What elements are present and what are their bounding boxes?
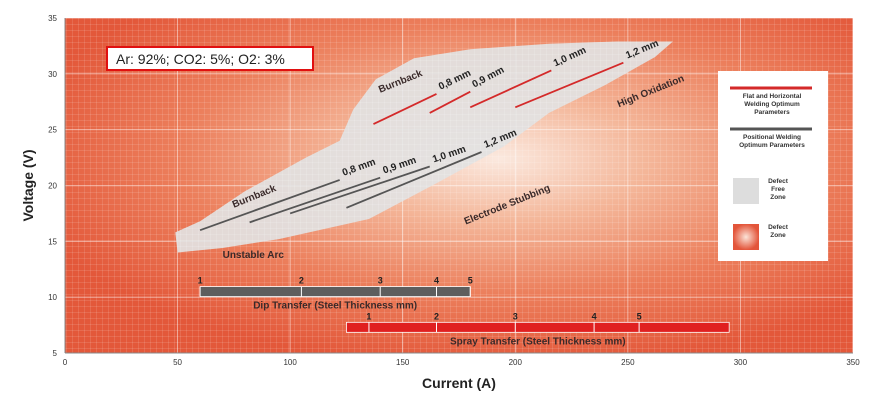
legend-label: Flat and Horizontal Welding Optimum Parame… — [743, 93, 802, 116]
thickness-label: 3 — [378, 276, 383, 286]
dip-transfer-bar: 1 2 3 4 5 Dip Transfer (Steel Thickness mm) — [198, 276, 473, 312]
thickness-label: 1 — [198, 276, 203, 286]
x-axis-title: Current (A) — [422, 375, 496, 391]
zone-label: Unstable Arc — [223, 250, 285, 261]
series-line — [469, 69, 552, 109]
series-positional: 0,8 mm 0,9 mm1,0 mm1,2 mm — [199, 127, 519, 232]
x-tick-label: 300 — [734, 358, 748, 367]
x-tick-label: 200 — [509, 358, 523, 367]
series-line — [514, 61, 624, 109]
y-tick-label: 25 — [48, 126, 57, 135]
y-tick-label: 10 — [48, 293, 57, 302]
thickness-label: 5 — [468, 276, 473, 286]
transfer-bar-label: Spray Transfer (Steel Thickness mm) — [450, 336, 626, 347]
series-line — [199, 179, 340, 232]
gas-mix-box: Ar: 92%; CO2: 5%; O2: 3% — [106, 46, 314, 71]
y-tick-label: 5 — [53, 349, 58, 358]
y-tick-label: 15 — [48, 237, 57, 246]
series-line — [249, 176, 381, 224]
spray-transfer-bar: 1 2 3 4 5 Spray Transfer (Steel Thickness mm) — [346, 311, 730, 347]
x-tick-label: 100 — [283, 358, 297, 367]
legend-label: Positional Welding Optimum Parameters — [739, 134, 805, 149]
x-tick-label: 150 — [396, 358, 410, 367]
legend-item: Defect Zone — [733, 224, 789, 250]
x-tick-label: 350 — [846, 358, 860, 367]
series-line — [429, 90, 471, 114]
legend-label: Defect Free Zone — [768, 178, 789, 201]
x-tick-label: 0 — [63, 358, 68, 367]
thickness-label: 1 — [366, 311, 371, 321]
thickness-label: 3 — [513, 311, 518, 321]
legend-item: Positional Welding Optimum Parameters — [730, 127, 812, 149]
legend: Flat and Horizontal Welding Optimum Parame… — [718, 71, 828, 261]
thickness-label: 2 — [434, 311, 439, 321]
transfer-bar-label: Dip Transfer (Steel Thickness mm) — [253, 301, 417, 312]
legend-swatch — [733, 224, 759, 250]
thickness-label: 2 — [299, 276, 304, 286]
x-tick-label: 50 — [173, 358, 182, 367]
thickness-label: 5 — [637, 311, 642, 321]
y-axis-title: Voltage (V) — [20, 149, 36, 221]
legend-label: Defect Zone — [768, 224, 789, 239]
legend-item: Defect Free Zone — [733, 178, 789, 204]
y-tick-label: 35 — [48, 14, 57, 23]
series-line — [289, 165, 431, 215]
transfer-bar — [346, 321, 730, 333]
thickness-label: 4 — [434, 276, 439, 286]
series-line — [346, 151, 482, 209]
legend-item: Flat and Horizontal Welding Optimum Parame… — [730, 86, 812, 116]
gas-mix-label: Ar: 92%; CO2: 5%; O2: 3% — [116, 51, 285, 67]
x-tick-label: 250 — [621, 358, 635, 367]
y-tick-label: 20 — [48, 182, 57, 191]
y-tick-label: 30 — [48, 70, 57, 79]
transfer-bar — [199, 286, 471, 297]
legend-swatch — [733, 178, 759, 204]
thickness-label: 4 — [592, 311, 597, 321]
series-line — [373, 93, 437, 125]
